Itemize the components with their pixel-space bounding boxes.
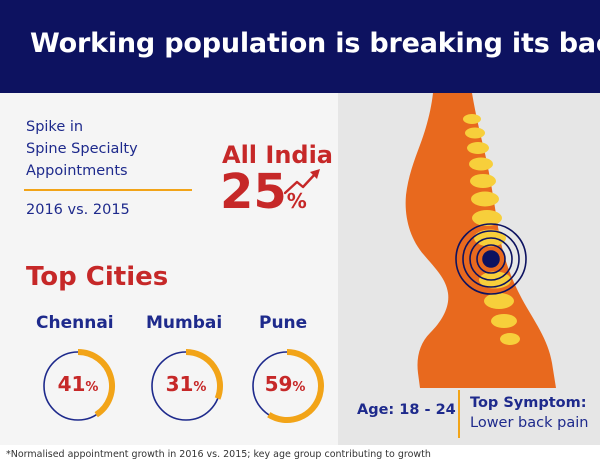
age-range: Age: 18 - 24 xyxy=(357,402,456,418)
city-value-pune: 59% xyxy=(245,372,325,396)
symptom-value: Lower back pain xyxy=(470,415,589,431)
city-ring-mumbai xyxy=(151,349,223,421)
spike-divider xyxy=(24,189,192,191)
demographics-divider xyxy=(458,390,460,438)
top-cities-title: Top Cities xyxy=(26,262,169,292)
spike-heading-line: Spine Specialty xyxy=(26,141,138,157)
city-number: 41 xyxy=(57,372,86,396)
city-ring-chennai xyxy=(43,349,115,421)
all-india-unit: % xyxy=(286,189,307,213)
all-india-label: All India xyxy=(222,141,333,169)
city-unit: % xyxy=(85,380,99,395)
spine-illustration xyxy=(405,93,556,388)
city-unit: % xyxy=(193,380,207,395)
city-ring-fill xyxy=(77,349,115,418)
city-name-mumbai: Mumbai xyxy=(146,313,223,333)
spike-heading: Spike in Spine Specialty Appointments xyxy=(26,116,186,182)
pain-target-icon xyxy=(455,223,527,295)
city-value-chennai: 41% xyxy=(38,372,118,396)
all-india-number: 25 xyxy=(220,164,287,220)
city-number: 31 xyxy=(165,372,194,396)
page-title: Working population is breaking its back xyxy=(30,28,600,59)
footnote: *Normalised appointment growth in 2016 v… xyxy=(6,449,431,460)
city-ring-fill xyxy=(267,349,324,423)
city-number: 59 xyxy=(264,372,293,396)
header-banner: Working population is breaking its back xyxy=(0,0,600,93)
all-india-value: 25% xyxy=(220,168,307,216)
city-name-chennai: Chennai xyxy=(36,313,114,333)
spike-heading-line: Appointments xyxy=(26,163,128,179)
stats-panel xyxy=(0,93,338,445)
city-unit: % xyxy=(292,380,306,395)
spike-comparison: 2016 vs. 2015 xyxy=(26,202,130,218)
symptom-title: Top Symptom: xyxy=(470,395,587,411)
city-ring-fill xyxy=(185,349,223,400)
city-value-mumbai: 31% xyxy=(146,372,226,396)
city-name-pune: Pune xyxy=(259,313,308,333)
city-ring-pune xyxy=(252,349,324,423)
spike-heading-line: Spike in xyxy=(26,119,84,135)
trend-up-arrow-icon xyxy=(283,169,320,195)
